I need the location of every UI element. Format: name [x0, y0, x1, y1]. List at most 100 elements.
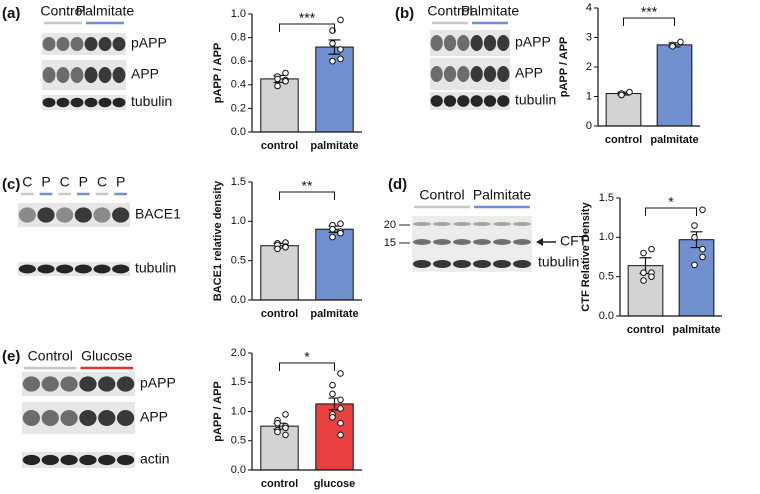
lane-label: C	[97, 174, 107, 190]
data-point	[699, 206, 706, 214]
band	[433, 239, 451, 245]
panel-label: (b)	[395, 5, 414, 22]
band	[443, 35, 457, 51]
band	[112, 97, 126, 108]
band	[22, 376, 41, 392]
band	[41, 376, 59, 392]
lane-label: C	[60, 174, 70, 190]
data-point	[648, 273, 655, 280]
band	[42, 67, 56, 83]
y-tick-label: 0.6	[231, 55, 246, 67]
data-point	[626, 88, 633, 96]
band	[483, 95, 497, 107]
band	[93, 264, 111, 274]
band	[433, 260, 451, 268]
x-tick-label: glucose	[314, 478, 356, 490]
axes	[597, 8, 700, 127]
blot	[430, 30, 510, 56]
axes	[251, 353, 362, 471]
band	[112, 264, 130, 274]
y-tick-label: 0.5	[231, 255, 246, 267]
data-point	[329, 27, 336, 34]
significance-bracket	[645, 207, 697, 216]
significance-bracket	[279, 23, 335, 32]
band	[60, 376, 78, 392]
lane-label: P	[41, 174, 50, 190]
y-tick-label: 1.0	[231, 405, 246, 417]
band-label: pAPP	[515, 34, 551, 50]
significance-bracket	[279, 191, 335, 200]
band	[79, 454, 97, 466]
band	[70, 97, 84, 108]
y-tick-label: 1.0	[231, 8, 246, 20]
y-tick-label: 1.5	[599, 192, 614, 204]
x-tick-label: palmitate	[672, 324, 720, 336]
band	[473, 239, 491, 245]
band	[74, 264, 92, 274]
y-tick-label: 1.0	[599, 231, 614, 243]
band-label: CFT	[560, 233, 588, 249]
band	[112, 207, 130, 223]
band	[112, 67, 126, 83]
band	[473, 260, 491, 268]
band	[60, 410, 78, 426]
x-tick-label: palmitate	[310, 308, 358, 320]
significance-bracket	[279, 362, 335, 371]
band	[443, 66, 457, 82]
data-point	[329, 233, 336, 241]
data-point	[648, 245, 655, 253]
band	[453, 222, 471, 226]
data-point	[337, 370, 344, 377]
bar	[678, 239, 715, 317]
y-tick-label: 4	[586, 2, 592, 14]
band	[497, 95, 510, 107]
panel-label: (c)	[2, 176, 20, 193]
y-tick-label: 3	[586, 31, 592, 43]
band	[42, 97, 56, 108]
band	[84, 36, 98, 52]
band	[116, 376, 135, 392]
band-label: tubulin	[515, 92, 556, 108]
band	[56, 264, 74, 274]
lane-label: P	[79, 174, 88, 190]
band	[22, 454, 41, 466]
bar	[260, 245, 299, 301]
band	[483, 66, 497, 82]
band	[457, 66, 470, 82]
band	[470, 35, 483, 51]
y-tick-label: 1.5	[231, 376, 246, 388]
band	[457, 95, 470, 107]
data-point	[337, 16, 344, 24]
band-label: APP	[140, 409, 168, 425]
data-point	[282, 243, 289, 251]
band	[112, 36, 126, 52]
band	[42, 36, 56, 52]
y-axis-label: CTF Relative Density	[580, 201, 592, 311]
group-label: Glucose	[81, 348, 133, 364]
axes	[619, 198, 722, 317]
x-tick-label: palmitate	[310, 140, 358, 152]
significance-label: ***	[641, 4, 658, 20]
band	[56, 207, 74, 223]
y-tick-label: 0.0	[231, 294, 246, 306]
data-point	[640, 249, 647, 257]
band	[22, 410, 41, 426]
band-label: BACE1	[135, 206, 181, 222]
band	[413, 239, 431, 245]
data-point	[282, 77, 289, 85]
y-tick-label: 0.0	[231, 126, 246, 138]
panel-label: (a)	[2, 5, 20, 22]
group-label: Control	[419, 187, 464, 203]
y-axis-label: pAPP / APP	[212, 381, 224, 442]
axes	[251, 14, 362, 133]
data-point	[337, 220, 344, 227]
band-label: APP	[131, 66, 159, 82]
data-point	[329, 414, 336, 421]
data-point	[329, 225, 336, 233]
data-point	[282, 69, 289, 77]
band	[70, 36, 84, 52]
x-tick-label: control	[605, 134, 642, 146]
band	[98, 36, 112, 52]
data-point	[699, 245, 706, 253]
